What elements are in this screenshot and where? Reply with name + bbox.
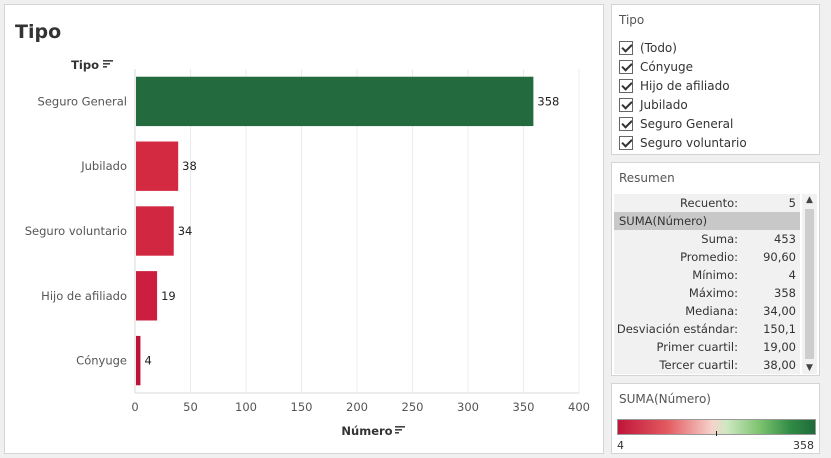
summary-row-value: 38,00 (763, 358, 796, 372)
summary-row-label: Promedio: (680, 250, 738, 264)
sheet-title: Tipo (15, 21, 62, 43)
category-label: Cónyuge (76, 354, 127, 368)
category-label: Seguro General (38, 94, 127, 108)
legend-max-label: 358 (793, 439, 814, 452)
x-tick-label: 300 (457, 400, 479, 414)
filter-item-label: Seguro General (640, 116, 734, 131)
filter-item-label: Hijo de afiliado (640, 78, 730, 93)
bar[interactable] (136, 335, 141, 386)
bar[interactable] (136, 206, 174, 256)
summary-card: Resumen Recuento: 5 SUMA(Número) Suma: 45… (611, 162, 820, 376)
x-tick-label: 150 (291, 400, 313, 414)
x-tick-label: 350 (513, 400, 535, 414)
filter-item-label: Cónyuge (640, 59, 694, 74)
value-label: 4 (144, 354, 151, 368)
value-label: 38 (182, 159, 197, 173)
category-label: Hijo de afiliado (41, 289, 127, 303)
summary-row-label: Suma: (701, 232, 738, 246)
summary-row-label: Mínimo: (692, 268, 738, 282)
value-label: 34 (178, 224, 193, 238)
filter-item-label: Jubilado (640, 97, 688, 112)
bar[interactable] (136, 76, 534, 127)
row-header-sort-icon[interactable] (103, 60, 113, 68)
summary-row-value: 358 (774, 286, 796, 300)
viz-sheet: Tipo Tipo Seguro General 358 Jubilado 38 Segu… (4, 4, 604, 454)
summary-row-value: 150,1 (763, 322, 796, 336)
x-tick-label: 50 (183, 400, 198, 414)
summary-scrollbar[interactable]: ▲ ▼ (802, 194, 817, 374)
checkbox-checked-icon[interactable] (619, 59, 633, 74)
summary-row: Máximo: 358 (614, 284, 800, 302)
legend-title: SUMA(Número) (619, 392, 711, 406)
summary-count-row: Recuento: 5 (614, 194, 800, 212)
summary-row-label: Mediana: (685, 304, 738, 318)
filter-item[interactable]: Seguro General (619, 114, 747, 133)
filter-item[interactable]: Seguro voluntario (619, 133, 747, 152)
bar-chart: Tipo Seguro General 358 Jubilado 38 Seguro vo… (25, 58, 590, 438)
summary-row-label: Desviación estándar: (616, 322, 738, 336)
checkbox-checked-icon[interactable] (619, 97, 633, 112)
value-label: 19 (161, 289, 176, 303)
summary-row-value: 90,60 (763, 250, 796, 264)
bar[interactable] (136, 271, 158, 321)
summary-row-label: Máximo: (688, 286, 738, 300)
summary-row-label: Tercer cuartil: (659, 358, 738, 372)
x-tick-label: 250 (402, 400, 424, 414)
summary-row-value: 19,00 (763, 340, 796, 354)
filter-item[interactable]: (Todo) (619, 38, 747, 57)
summary-body[interactable]: Recuento: 5 SUMA(Número) Suma: 453 Promedi… (614, 194, 800, 374)
color-ramp (617, 419, 816, 436)
summary-rows: Suma: 453 Promedio: 90,60 Mínimo: 4 Máximo: 358… (614, 230, 800, 374)
summary-row-value: 4 (788, 268, 796, 282)
summary-row: Primer cuartil: 19,00 (614, 338, 800, 356)
summary-measure-header: SUMA(Número) (614, 212, 800, 230)
summary-count-label: Recuento: (680, 196, 738, 210)
legend-min-label: 4 (617, 439, 624, 452)
filter-title: Tipo (619, 13, 645, 27)
summary-row-label: Primer cuartil: (656, 340, 738, 354)
x-tick-label: 400 (568, 400, 590, 414)
x-axis-sort-icon[interactable] (395, 426, 405, 434)
summary-row-value: 34,00 (763, 304, 796, 318)
filter-item[interactable]: Cónyuge (619, 57, 747, 76)
row-header[interactable]: Tipo (71, 58, 99, 72)
summary-row: Mediana: 34,00 (614, 302, 800, 320)
summary-row: Tercer cuartil: 38,00 (614, 356, 800, 374)
summary-title: Resumen (619, 171, 675, 185)
checkbox-checked-icon[interactable] (619, 116, 633, 131)
category-label: Jubilado (80, 159, 127, 173)
scroll-down-icon[interactable]: ▼ (806, 363, 813, 373)
x-tick-label: 100 (235, 400, 257, 414)
checkbox-checked-icon[interactable] (619, 78, 633, 93)
summary-row: Desviación estándar: 150,1 (614, 320, 800, 338)
filter-item-label: (Todo) (640, 40, 677, 55)
checkbox-checked-icon[interactable] (619, 40, 633, 55)
x-tick-label: 200 (346, 400, 368, 414)
summary-row: Promedio: 90,60 (614, 248, 800, 266)
x-tick-label: 0 (131, 400, 138, 414)
category-label: Seguro voluntario (25, 224, 127, 238)
checkbox-checked-icon[interactable] (619, 135, 633, 150)
scroll-thumb[interactable] (805, 209, 814, 359)
value-label: 358 (537, 94, 559, 108)
filter-item[interactable]: Jubilado (619, 95, 747, 114)
filter-item-label: Seguro voluntario (640, 135, 747, 150)
color-legend: SUMA(Número) 4 358 (611, 383, 820, 454)
summary-count-value: 5 (788, 196, 796, 210)
summary-row: Mínimo: 4 (614, 266, 800, 284)
x-axis-title[interactable]: Número (341, 424, 392, 438)
filter-list: (Todo) Cónyuge Hijo de afiliado Jubilado Seg… (619, 38, 747, 152)
summary-row-value: 453 (774, 232, 796, 246)
filter-item[interactable]: Hijo de afiliado (619, 76, 747, 95)
filter-card: Tipo (Todo) Cónyuge Hijo de afiliado Jubila… (611, 4, 820, 155)
summary-row: Suma: 453 (614, 230, 800, 248)
ramp-marker (716, 431, 717, 436)
bar[interactable] (136, 141, 179, 191)
scroll-up-icon[interactable]: ▲ (806, 195, 813, 205)
